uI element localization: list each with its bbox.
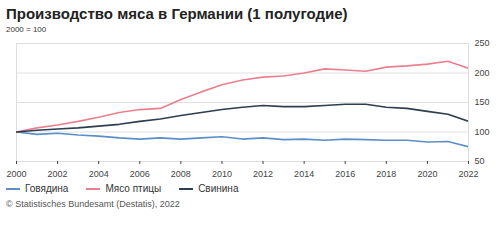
svg-text:2000: 2000 bbox=[6, 169, 26, 179]
html-text:2000 = 100: 2000 = 100 bbox=[6, 25, 47, 34]
svg-text:2002: 2002 bbox=[48, 169, 68, 179]
html-text:Производство мяса в Германии (: Производство мяса в Германии (1 полугоди… bbox=[6, 5, 348, 22]
svg-text:100: 100 bbox=[475, 127, 490, 137]
svg-text:2018: 2018 bbox=[376, 169, 396, 179]
svg-text:2008: 2008 bbox=[171, 169, 191, 179]
html-text:Говядина: Говядина bbox=[25, 183, 69, 194]
html-text:© Statistisches Bundesamt (Des: © Statistisches Bundesamt (Destatis), 20… bbox=[6, 199, 180, 209]
svg-text:2014: 2014 bbox=[294, 169, 314, 179]
svg-text:2012: 2012 bbox=[253, 169, 273, 179]
svg-text:2016: 2016 bbox=[335, 169, 355, 179]
svg-text:200: 200 bbox=[475, 68, 490, 78]
svg-text:2022: 2022 bbox=[458, 169, 478, 179]
html-text:Свинина: Свинина bbox=[198, 183, 239, 194]
svg-text:250: 250 bbox=[475, 38, 490, 48]
svg-text:2004: 2004 bbox=[89, 169, 109, 179]
svg-text:2020: 2020 bbox=[417, 169, 437, 179]
svg-text:150: 150 bbox=[475, 97, 490, 107]
svg-text:2010: 2010 bbox=[212, 169, 232, 179]
svg-text:50: 50 bbox=[475, 156, 485, 166]
svg-text:2006: 2006 bbox=[130, 169, 150, 179]
html-text:Мясо птицы: Мясо птицы bbox=[105, 183, 162, 194]
